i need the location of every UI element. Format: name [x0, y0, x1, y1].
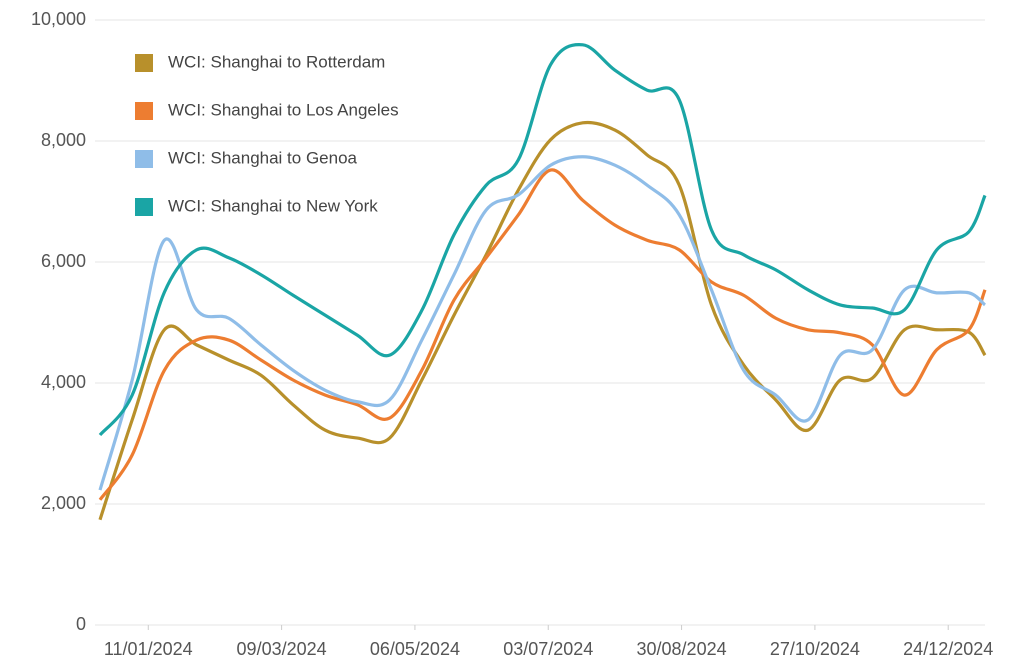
series-line	[98, 43, 987, 437]
legend-label: WCI: Shanghai to Los Angeles	[168, 100, 399, 119]
series-line	[98, 168, 987, 501]
x-tick-label: 30/08/2024	[637, 639, 727, 659]
x-tick-label: 03/07/2024	[503, 639, 593, 659]
legend-swatch	[135, 198, 153, 216]
legend-label: WCI: Shanghai to Genoa	[168, 148, 358, 167]
legend-label: WCI: Shanghai to New York	[168, 196, 378, 215]
x-tick-label: 11/01/2024	[104, 639, 193, 659]
y-tick-label: 2,000	[41, 493, 86, 513]
legend-swatch	[135, 102, 153, 120]
series-line	[98, 155, 987, 491]
legend-swatch	[135, 150, 153, 168]
x-tick-label: 09/03/2024	[237, 639, 327, 659]
series-line	[98, 120, 987, 521]
y-tick-label: 10,000	[31, 9, 86, 29]
x-tick-label: 24/12/2024	[903, 639, 993, 659]
legend-label: WCI: Shanghai to Rotterdam	[168, 52, 385, 71]
x-tick-label: 06/05/2024	[370, 639, 460, 659]
legend-swatch	[135, 54, 153, 72]
y-tick-label: 4,000	[41, 372, 86, 392]
y-tick-label: 0	[76, 614, 86, 634]
y-tick-label: 8,000	[41, 130, 86, 150]
x-tick-label: 27/10/2024	[770, 639, 860, 659]
y-tick-label: 6,000	[41, 251, 86, 271]
